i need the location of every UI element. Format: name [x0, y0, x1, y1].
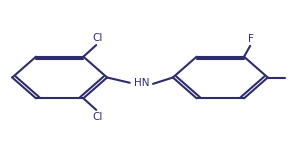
Text: HN: HN	[134, 78, 149, 88]
Text: Cl: Cl	[92, 112, 103, 122]
Text: F: F	[248, 34, 254, 44]
Text: Cl: Cl	[92, 33, 103, 43]
